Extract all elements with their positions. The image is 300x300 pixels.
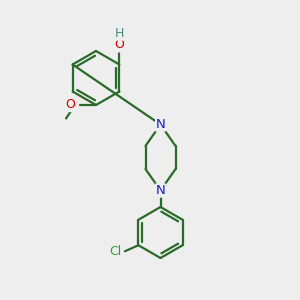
Text: N: N: [156, 184, 165, 197]
Text: N: N: [156, 118, 165, 131]
Text: H: H: [115, 27, 124, 40]
Text: O: O: [114, 38, 124, 52]
Text: Cl: Cl: [109, 245, 121, 258]
Text: O: O: [65, 98, 75, 112]
Text: O: O: [114, 38, 124, 52]
Text: H: H: [115, 32, 124, 46]
